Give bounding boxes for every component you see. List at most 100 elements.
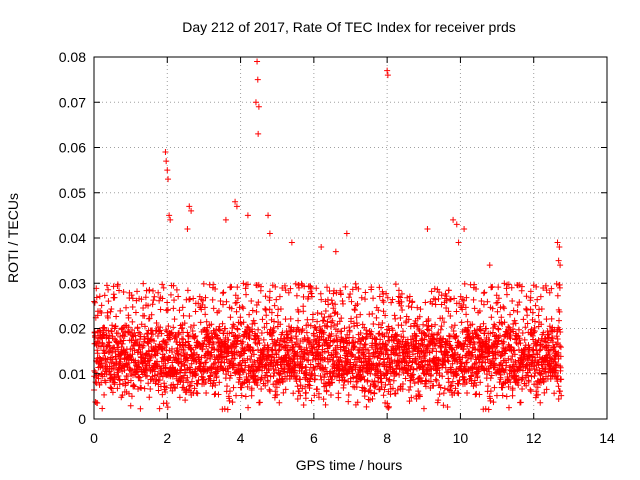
data-point [517, 399, 524, 406]
data-point [329, 357, 336, 364]
data-point [385, 323, 392, 330]
data-point [545, 342, 552, 349]
data-point [356, 371, 363, 378]
data-point [317, 290, 324, 297]
data-point [141, 312, 148, 319]
data-point [138, 384, 145, 391]
data-point [320, 329, 327, 336]
data-point [412, 357, 419, 364]
data-point [282, 316, 289, 323]
data-point [461, 280, 468, 287]
data-point [114, 281, 121, 288]
data-point [210, 305, 217, 312]
data-point [134, 288, 141, 295]
data-point [557, 364, 564, 371]
data-point [475, 367, 482, 374]
data-point [109, 322, 116, 329]
data-point [260, 336, 267, 343]
data-point [190, 295, 197, 302]
data-point [129, 318, 136, 325]
data-point [301, 355, 308, 362]
y-tick-label: 0.01 [59, 366, 86, 382]
data-point [291, 361, 298, 368]
data-point [224, 406, 231, 413]
data-point [398, 322, 405, 329]
data-point [318, 244, 325, 251]
data-point [164, 299, 171, 306]
data-point [120, 289, 127, 296]
data-point [429, 300, 436, 307]
data-point [107, 384, 114, 391]
data-point [208, 321, 215, 328]
data-point [162, 364, 169, 371]
data-point [425, 316, 432, 323]
data-point [198, 373, 205, 380]
data-point [192, 308, 199, 315]
data-point [322, 308, 329, 315]
data-point [448, 324, 455, 331]
data-point [376, 341, 383, 348]
data-point [558, 392, 565, 399]
data-point [146, 348, 153, 355]
data-point [194, 380, 201, 387]
data-point [96, 339, 103, 346]
data-point [434, 331, 441, 338]
data-point [274, 312, 281, 319]
data-point [340, 381, 347, 388]
data-point [200, 363, 207, 370]
data-point [485, 406, 492, 413]
data-point [137, 377, 144, 384]
y-tick-label: 0.08 [59, 49, 86, 65]
data-point [249, 320, 256, 327]
data-point [424, 225, 431, 232]
data-point [461, 225, 468, 232]
data-point [116, 377, 123, 384]
data-point [280, 377, 287, 384]
data-point [225, 368, 232, 375]
data-point [329, 317, 336, 324]
data-point [107, 371, 114, 378]
data-point [453, 308, 460, 315]
data-point [215, 391, 222, 398]
data-point [210, 281, 217, 288]
data-point [474, 332, 481, 339]
data-point [531, 328, 538, 335]
data-point [495, 284, 502, 291]
data-point [507, 379, 514, 386]
data-point [554, 378, 561, 385]
data-point [370, 320, 377, 327]
data-point [355, 285, 362, 292]
data-point [187, 382, 194, 389]
data-point [503, 291, 510, 298]
data-point [274, 337, 281, 344]
data-point [477, 379, 484, 386]
data-point [409, 351, 416, 358]
data-point [320, 396, 327, 403]
data-point [422, 357, 429, 364]
data-point [114, 385, 121, 392]
data-point [383, 342, 390, 349]
data-point [511, 317, 518, 324]
data-point [352, 339, 359, 346]
data-point [490, 399, 497, 406]
data-point [136, 374, 143, 381]
data-point [381, 386, 388, 393]
data-point [277, 305, 284, 312]
data-point [437, 326, 444, 333]
data-point [244, 355, 251, 362]
data-point [307, 283, 314, 290]
data-point [137, 405, 144, 412]
data-point [293, 378, 300, 385]
data-point [489, 283, 496, 290]
data-point [421, 336, 428, 343]
data-point [380, 392, 387, 399]
data-point [337, 354, 344, 361]
data-point [332, 301, 339, 308]
data-point [234, 326, 241, 333]
data-point [176, 307, 183, 314]
data-point [357, 311, 364, 318]
data-point [376, 284, 383, 291]
data-point [190, 322, 197, 329]
data-point [248, 297, 255, 304]
data-point [353, 378, 360, 385]
